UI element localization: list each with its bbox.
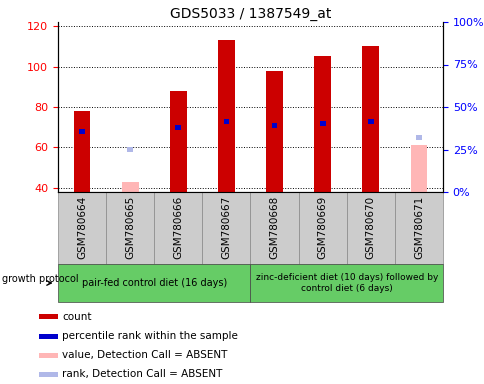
Bar <box>106 192 154 264</box>
Text: GSM780671: GSM780671 <box>413 195 423 259</box>
Bar <box>79 129 85 134</box>
Text: GSM780664: GSM780664 <box>77 195 87 259</box>
Bar <box>127 147 133 152</box>
Bar <box>362 46 378 192</box>
Bar <box>250 264 442 302</box>
Text: GSM780670: GSM780670 <box>365 195 375 259</box>
Bar <box>202 192 250 264</box>
Bar <box>154 192 202 264</box>
Bar <box>415 135 421 140</box>
Bar <box>74 111 91 192</box>
Title: GDS5033 / 1387549_at: GDS5033 / 1387549_at <box>169 7 331 21</box>
Bar <box>169 91 186 192</box>
Bar <box>39 314 58 319</box>
Bar <box>409 146 426 192</box>
Bar <box>394 192 442 264</box>
Bar <box>218 40 234 192</box>
Text: GSM780668: GSM780668 <box>269 195 279 259</box>
Text: value, Detection Call = ABSENT: value, Detection Call = ABSENT <box>62 350 227 360</box>
Bar <box>298 192 346 264</box>
Text: zinc-deficient diet (10 days) followed by
control diet (6 days): zinc-deficient diet (10 days) followed b… <box>255 273 437 293</box>
Bar <box>121 182 138 192</box>
Bar <box>346 192 394 264</box>
Text: GSM780669: GSM780669 <box>317 195 327 259</box>
Bar <box>271 122 277 128</box>
Bar <box>367 119 373 124</box>
Bar <box>319 121 325 126</box>
Bar <box>58 192 106 264</box>
Text: pair-fed control diet (16 days): pair-fed control diet (16 days) <box>81 278 227 288</box>
Bar <box>39 353 58 358</box>
Text: percentile rank within the sample: percentile rank within the sample <box>62 331 238 341</box>
Bar <box>314 56 331 192</box>
Bar <box>39 372 58 377</box>
Bar <box>250 192 298 264</box>
Bar <box>39 334 58 339</box>
Bar <box>58 264 250 302</box>
Text: GSM780665: GSM780665 <box>125 195 135 259</box>
Bar <box>223 119 229 124</box>
Text: rank, Detection Call = ABSENT: rank, Detection Call = ABSENT <box>62 369 222 379</box>
Text: GSM780667: GSM780667 <box>221 195 231 259</box>
Text: count: count <box>62 312 91 322</box>
Text: growth protocol: growth protocol <box>2 274 79 284</box>
Bar <box>266 71 282 192</box>
Text: GSM780666: GSM780666 <box>173 195 183 259</box>
Bar <box>175 125 181 130</box>
